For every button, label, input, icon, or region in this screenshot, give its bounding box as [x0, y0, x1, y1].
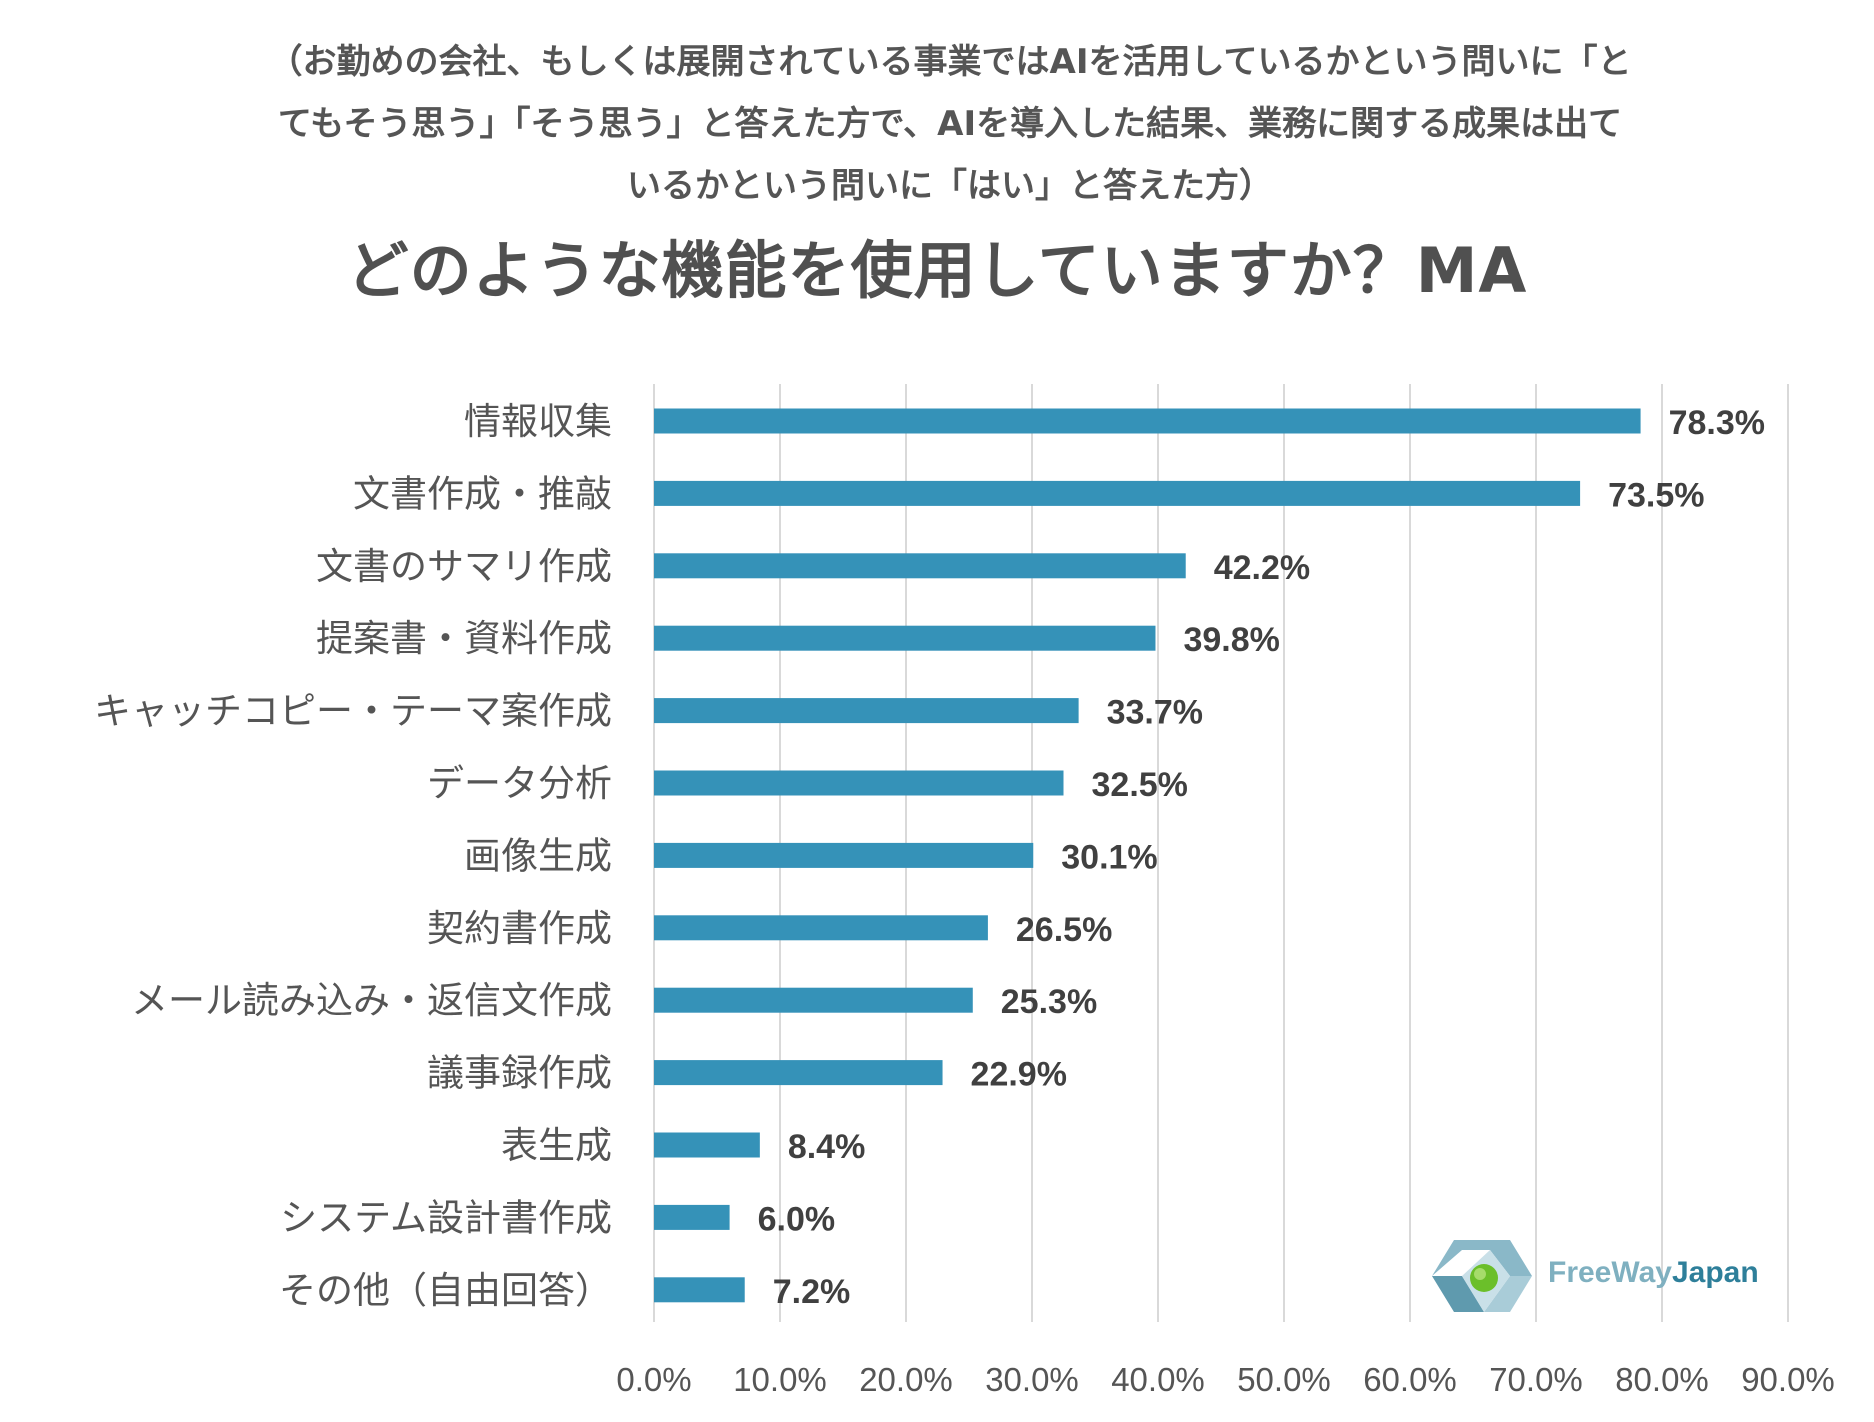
category-label: 議事録作成 [427, 1052, 612, 1095]
bar-3 [654, 553, 1186, 579]
category-label: 表生成 [501, 1124, 612, 1167]
bar-8 [654, 915, 988, 941]
value-label: 30.1% [1061, 838, 1157, 876]
bar-7 [654, 842, 1034, 868]
labels: 0.0% 10.0% 20.0% 30.0% 40.0% 50.0% 60.0% 70.0% 8… [94, 400, 1835, 1398]
category-label: キャッチコピー・テーマ案作成 [94, 690, 612, 733]
x-tick-label: 60.0% [1363, 1361, 1457, 1398]
value-label: 25.3% [1001, 983, 1097, 1021]
x-tick-label: 90.0% [1741, 1361, 1835, 1398]
subtitle-line-2: てもそう思う」「そう思う」と答えた方で、AIを導入した結果、業務に関する成果は出… [277, 104, 1623, 144]
value-label: 26.5% [1016, 911, 1112, 949]
bar-11 [654, 1132, 760, 1158]
category-label: 画像生成 [464, 834, 612, 877]
bar-10 [654, 1060, 943, 1086]
category-label: システム設計書作成 [280, 1196, 612, 1239]
category-label: メール読み込み・返信文作成 [131, 979, 612, 1022]
logo-text-freeway: FreeWay [1548, 1256, 1672, 1289]
category-label: 提案書・資料作成 [316, 617, 612, 660]
x-tick-label: 80.0% [1615, 1361, 1709, 1398]
subtitle-line-1: （お勤めの会社、もしくは展開されている事業ではAIを活用しているかという問いに「… [268, 42, 1632, 82]
value-label: 8.4% [788, 1128, 866, 1166]
x-tick-label: 40.0% [1111, 1361, 1205, 1398]
x-tick-label: 70.0% [1489, 1361, 1583, 1398]
x-tick-label: 30.0% [985, 1361, 1079, 1398]
x-tick-label: 20.0% [859, 1361, 953, 1398]
bar-13 [654, 1277, 745, 1303]
bar-12 [654, 1204, 730, 1230]
category-label: 情報収集 [464, 400, 612, 443]
x-tick-label: 0.0% [616, 1361, 691, 1398]
x-tick-label: 10.0% [733, 1361, 827, 1398]
value-label: 7.2% [773, 1273, 851, 1311]
category-label: その他（自由回答） [279, 1269, 612, 1312]
logo-text-japan: Japan [1671, 1256, 1759, 1289]
bar-1 [654, 408, 1641, 434]
category-label: 文書作成・推敲 [353, 472, 612, 515]
subtitle-line-3: いるかという問いに「はい」と答えた方） [627, 166, 1273, 206]
bars [654, 408, 1641, 1303]
logo-mark-icon [1432, 1240, 1532, 1312]
bar-6 [654, 770, 1064, 796]
category-label: 契約書作成 [427, 907, 612, 950]
value-label: 42.2% [1214, 549, 1310, 587]
value-label: 39.8% [1183, 621, 1279, 659]
bar-5 [654, 698, 1079, 724]
value-label: 32.5% [1092, 766, 1188, 804]
value-label: 78.3% [1669, 404, 1765, 442]
value-label: 22.9% [971, 1056, 1067, 1094]
value-label: 6.0% [758, 1200, 836, 1238]
bar-9 [654, 987, 973, 1013]
x-tick-label: 50.0% [1237, 1361, 1331, 1398]
category-label: 文書のサマリ作成 [316, 545, 612, 588]
bar-4 [654, 625, 1156, 651]
freewayjapan-logo: FreeWayJapan [1432, 1236, 1772, 1316]
logo-text: FreeWayJapan [1548, 1256, 1759, 1290]
value-label: 33.7% [1107, 694, 1203, 732]
value-label: 73.5% [1608, 476, 1704, 514]
chart-title: どのような機能を使用していますか？MA [346, 234, 1528, 307]
bar-2 [654, 480, 1581, 506]
category-label: データ分析 [427, 762, 612, 805]
